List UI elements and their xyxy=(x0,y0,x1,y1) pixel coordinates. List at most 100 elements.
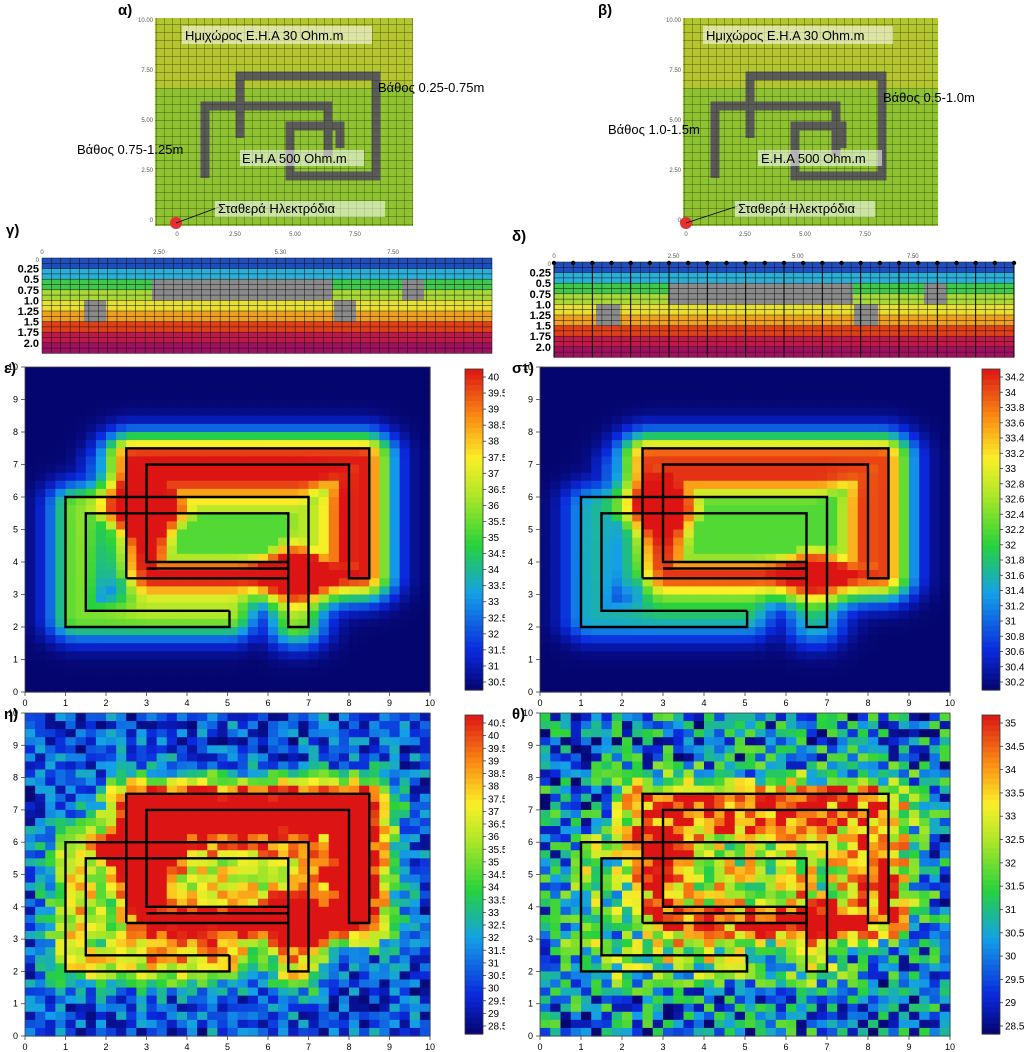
map-xtick: 2 xyxy=(619,698,624,708)
colorbar-tick: 31.5 xyxy=(1005,882,1024,893)
plan-a-xtick: 7.50 xyxy=(349,232,361,238)
colorbar-tick: 32.5 xyxy=(488,921,505,932)
colorbar-tick: 39.5 xyxy=(488,389,505,400)
map-xtick: 9 xyxy=(906,698,911,708)
map-target-outline xyxy=(64,840,310,973)
map-ytick: 4 xyxy=(528,902,533,912)
colorbar-tick: 37.5 xyxy=(488,453,505,464)
map-ytick: 3 xyxy=(13,590,18,600)
section-depth-label: 1.25 xyxy=(530,310,551,322)
section-depth-label: 1.5 xyxy=(536,321,551,333)
section-electrode-marker xyxy=(724,260,729,266)
plan-a-depth1-label: Βάθος 0.25-0.75m xyxy=(378,80,484,95)
colorbar-tick: 36.5 xyxy=(488,485,505,496)
map-xtick: 2 xyxy=(619,1042,624,1052)
plan-a-xtick: 5.00 xyxy=(289,232,301,238)
svg-text:0: 0 xyxy=(684,232,688,238)
section-d: 0.250.50.751.01.251.51.752.0 00 2.50 5.00 7.… xyxy=(530,254,1017,358)
map-ytick: 2 xyxy=(528,622,533,632)
map-ytick: 10 xyxy=(8,708,18,718)
svg-text:10.00: 10.00 xyxy=(666,18,682,24)
map-xtick: 5 xyxy=(742,698,747,708)
section-depth-label: 0.5 xyxy=(24,274,39,286)
plan-b-electrode-label: Σταθερά Ηλεκτρόδια xyxy=(738,201,855,216)
map-xtick: 6 xyxy=(783,1042,788,1052)
plan-a-halfspace-label: Ημιχώρος Ε.Η.Α 30 Ohm.m xyxy=(185,28,343,43)
colorbar-tick: 35 xyxy=(488,533,500,544)
section-electrode-marker xyxy=(992,260,998,266)
colorbar-tick: 39 xyxy=(488,405,500,416)
colorbar-tick: 34.5 xyxy=(488,549,505,560)
colorbar-tick: 30 xyxy=(1005,952,1017,963)
map-ytick: 0 xyxy=(528,687,533,697)
section-electrode-marker xyxy=(685,260,691,266)
map-ytick: 5 xyxy=(528,525,533,535)
colorbar-tick: 33 xyxy=(488,597,500,608)
map-ytick: 0 xyxy=(528,1031,533,1041)
colorbar-tick: 36 xyxy=(488,832,500,843)
colorbar-tick: 32.2 xyxy=(1005,525,1024,536)
map-ytick: 6 xyxy=(528,492,533,502)
map-ytick: 3 xyxy=(528,590,533,600)
map-ytick: 5 xyxy=(13,525,18,535)
colorbar-tick: 33.6 xyxy=(1005,418,1024,429)
colorbar-tick: 36.5 xyxy=(488,820,505,831)
map-ytick: 8 xyxy=(528,773,533,783)
colorbar-tick: 32 xyxy=(488,933,500,944)
colorbar-tick: 30.5 xyxy=(488,971,505,982)
map-ytick: 9 xyxy=(13,395,18,405)
map-xtick: 3 xyxy=(144,1042,149,1052)
map-xtick: 9 xyxy=(906,1042,911,1052)
section-depth-label: 1.75 xyxy=(530,331,551,343)
map-ytick: 3 xyxy=(13,934,18,944)
section-electrode-marker xyxy=(647,260,653,266)
plan-b-depth1-label: Βάθος 0.5-1.0m xyxy=(883,90,975,105)
colorbar-tick: 33.5 xyxy=(488,581,505,592)
colorbar-tick: 33 xyxy=(1005,464,1017,475)
colorbar-tick: 32.5 xyxy=(488,613,505,624)
plan-b-inner-label: Ε.Η.Α 500 Ohm.m xyxy=(761,151,866,166)
colorbar-tick: 34 xyxy=(1005,765,1017,776)
section-xtick: 5.30 xyxy=(275,250,287,256)
section-electrode-marker xyxy=(800,260,806,266)
map-xtick: 4 xyxy=(184,698,189,708)
map-xtick: 7 xyxy=(306,1042,311,1052)
colorbar-tick: 31.5 xyxy=(488,946,505,957)
map-ytick: 10 xyxy=(8,362,18,372)
map-ytick: 9 xyxy=(528,395,533,405)
colorbar-tick: 39.5 xyxy=(488,744,505,755)
svg-text:5.00: 5.00 xyxy=(669,118,681,124)
map-xtick: 2 xyxy=(103,1042,108,1052)
colorbar-tick: 30 xyxy=(488,984,500,995)
colorbar-tick: 31.4 xyxy=(1005,586,1024,597)
map-xtick: 10 xyxy=(945,698,955,708)
section-xtick: 2.50 xyxy=(153,250,165,256)
map-target-outline xyxy=(64,495,310,629)
colorbar-tick: 33.5 xyxy=(1005,788,1024,799)
map-e: 0011223344556677889910104039.53938.53837… xyxy=(8,362,505,708)
plan-view-a: 10.00 7.50 5.00 2.50 0 0 2.50 5.00 7.50 … xyxy=(77,18,484,238)
colorbar-tick: 37 xyxy=(488,807,500,818)
colorbar-tick: 30.5 xyxy=(488,678,505,689)
map-ytick: 1 xyxy=(13,655,18,665)
label-st: στ) xyxy=(512,360,534,377)
map-xtick: 8 xyxy=(346,1042,351,1052)
map-xtick: 7 xyxy=(824,1042,829,1052)
map-ytick: 7 xyxy=(528,805,533,815)
plan-a-inner-label: Ε.Η.Α 500 Ohm.m xyxy=(242,151,347,166)
map-xtick: 4 xyxy=(701,1042,706,1052)
map-xtick: 1 xyxy=(578,1042,583,1052)
map-xtick: 8 xyxy=(865,1042,870,1052)
colorbar-tick: 30.6 xyxy=(1005,647,1024,658)
colorbar-tick: 35 xyxy=(488,857,500,868)
map-xtick: 8 xyxy=(346,698,351,708)
svg-text:2.50: 2.50 xyxy=(669,168,681,174)
map-ytick: 6 xyxy=(13,837,18,847)
map-target-outline xyxy=(579,495,829,629)
map-ytick: 0 xyxy=(13,687,18,697)
svg-text:0: 0 xyxy=(36,258,40,264)
map-ytick: 6 xyxy=(13,492,18,502)
map-ytick: 8 xyxy=(13,773,18,783)
plan-a-electrode-label: Σταθερά Ηλεκτρόδια xyxy=(218,201,335,216)
colorbar-tick: 31 xyxy=(1005,905,1017,916)
